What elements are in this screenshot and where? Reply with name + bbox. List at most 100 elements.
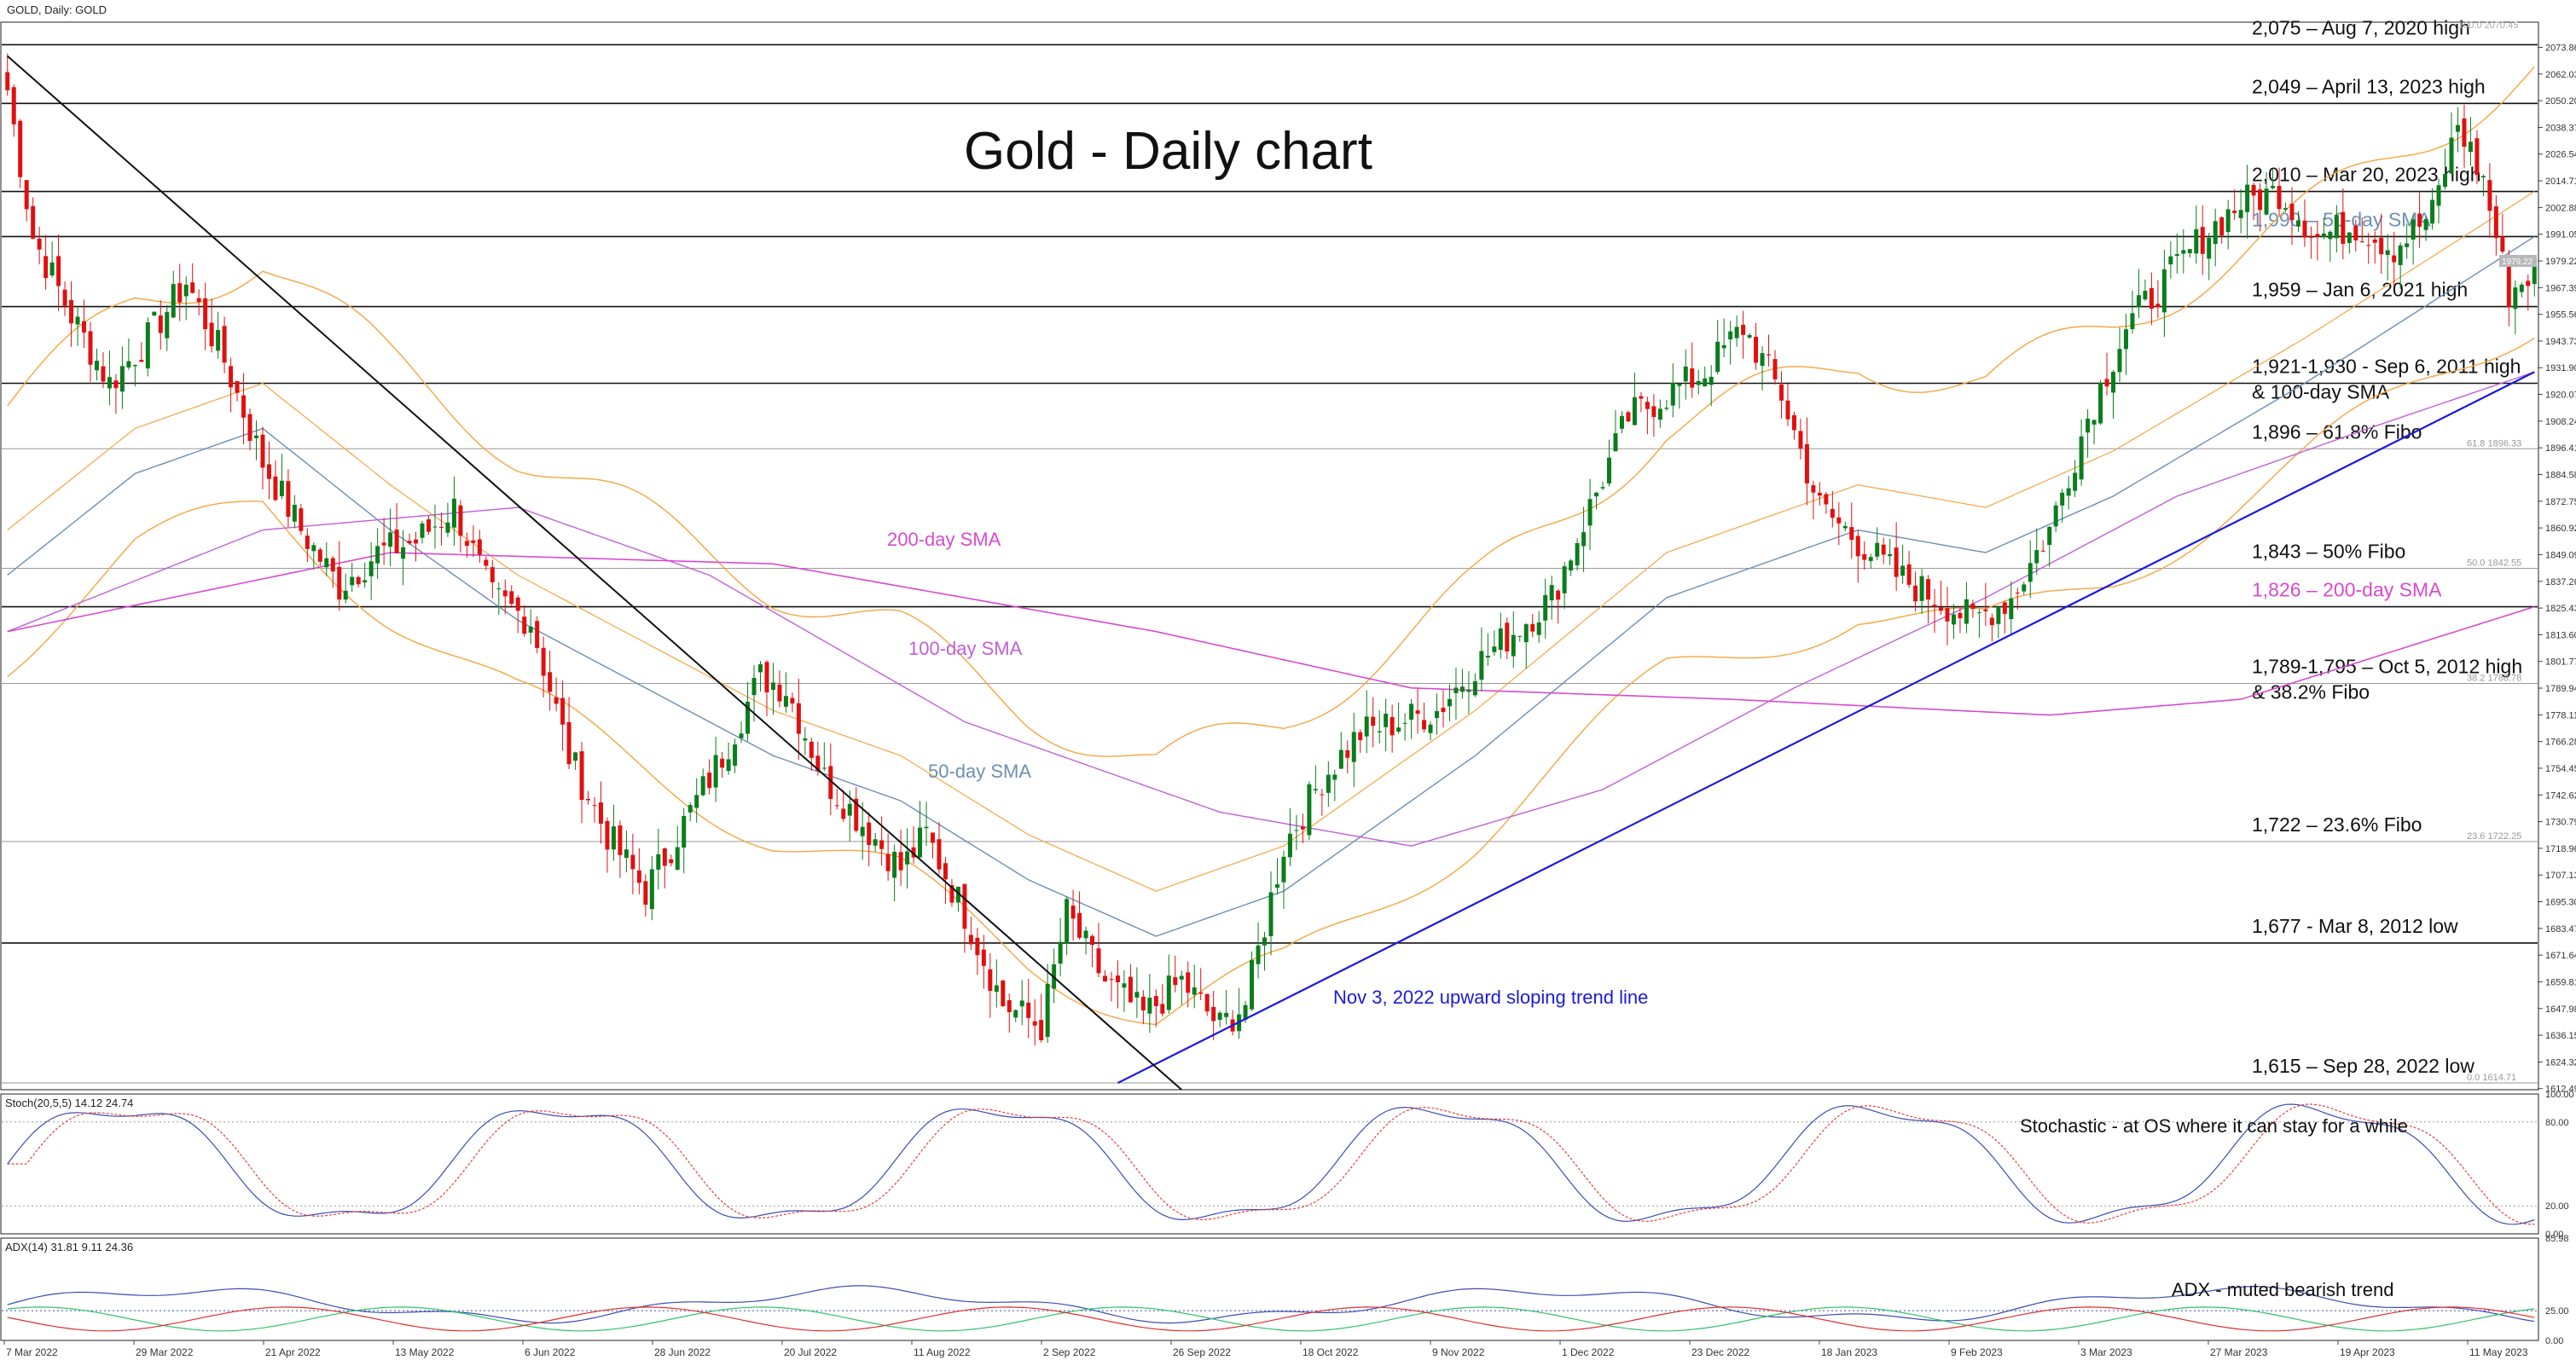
candle-body: [867, 822, 872, 846]
candle-body: [458, 505, 463, 536]
candle-body: [885, 854, 891, 871]
candle-body: [1268, 892, 1273, 936]
x-tick-label: 18 Oct 2022: [1303, 1346, 1359, 1358]
candle-body: [931, 832, 936, 843]
candle-body: [924, 826, 929, 829]
candle-body: [981, 949, 986, 966]
candle-body: [2028, 563, 2033, 582]
candle-body: [720, 758, 725, 768]
candle-body: [1115, 975, 1120, 983]
stoch-tick-label: 20.00: [2545, 1201, 2569, 1212]
candle-body: [1683, 366, 1688, 382]
y-tick-label: 1920.07: [2545, 391, 2576, 401]
candle-body: [5, 72, 10, 90]
candle-body: [1798, 431, 1803, 449]
candle-body: [1842, 525, 1848, 529]
candle-body: [2328, 231, 2333, 240]
adx-tick-label: 25.00: [2545, 1306, 2569, 1317]
y-tick-label: 1931.90: [2545, 363, 2576, 373]
candle-body: [1287, 833, 1292, 858]
candle-body: [1281, 856, 1286, 883]
candle-body: [1262, 937, 1268, 946]
candle-body: [305, 535, 310, 549]
candle-body: [528, 626, 533, 633]
candle-body: [330, 558, 335, 572]
candle-body: [1964, 599, 1969, 624]
y-tick-label: 1991.05: [2545, 230, 2576, 240]
candle-body: [1096, 948, 1101, 974]
candle-body: [1970, 604, 1976, 610]
candle-body: [937, 839, 942, 870]
candle-body: [2487, 180, 2492, 211]
candle-body: [2047, 526, 2052, 546]
candle-body: [1147, 998, 1152, 1014]
candle-body: [2436, 185, 2441, 206]
x-tick-label: 3 Mar 2023: [2080, 1346, 2132, 1358]
sma100-line: [7, 371, 2535, 847]
level-label-0: 2,075 – Aug 7, 2020 high: [2252, 16, 2470, 38]
candle-body: [1505, 622, 1510, 652]
candle-body: [1384, 713, 1389, 727]
candle-body: [1402, 722, 1407, 724]
fib-label-10: 23.6 1722.25: [2467, 831, 2521, 842]
y-tick-label: 1612.49: [2545, 1085, 2576, 1095]
y-tick-label: 1896.41: [2545, 443, 2576, 454]
candle-body: [177, 283, 183, 303]
candle-body: [2079, 436, 2084, 480]
chart-title: Gold - Daily chart: [964, 122, 1372, 181]
candle-body: [1019, 1000, 1024, 1007]
candle-body: [363, 580, 368, 583]
candle-body: [892, 851, 897, 878]
candle-body: [209, 322, 214, 347]
candle-body: [1690, 368, 1695, 388]
candle-body: [343, 590, 348, 600]
candle-body: [2417, 213, 2422, 227]
candle-body: [1543, 594, 1548, 621]
candle-body: [2321, 233, 2326, 237]
level-label-9: 1,789-1,795 – Oct 5, 2012 high: [2252, 656, 2522, 678]
y-tick-label: 2062.03: [2545, 70, 2576, 80]
y-tick-label: 2014.71: [2545, 177, 2576, 187]
candle-body: [2455, 124, 2460, 132]
candle-body: [2161, 269, 2167, 313]
x-tick-label: 6 Jun 2022: [525, 1346, 576, 1358]
candle-body: [1811, 485, 1816, 493]
candle-body: [2200, 227, 2205, 254]
fib-label-9: 38.2 1788.78: [2467, 674, 2521, 684]
candle-body: [1894, 547, 1899, 577]
candle-body: [1734, 327, 1739, 339]
candle-body: [2480, 176, 2486, 178]
candle-body: [1670, 382, 1675, 406]
candle-body: [643, 881, 648, 905]
stoch-pane: [0, 1093, 2539, 1235]
candle-body: [1371, 716, 1376, 726]
candle-body: [1549, 585, 1554, 601]
y-tick-label: 1636.15: [2545, 1031, 2576, 1041]
candle-body: [2519, 284, 2524, 292]
candle-body: [2086, 418, 2091, 433]
candle-body: [2245, 184, 2250, 212]
candle-body: [2040, 550, 2045, 552]
y-tick-label: 1778.11: [2545, 710, 2576, 721]
candle-body: [1939, 607, 1944, 611]
candle-body: [2194, 229, 2199, 254]
candle-body: [1645, 402, 1650, 409]
candle-body: [1109, 979, 1114, 981]
candle-body: [1836, 517, 1842, 524]
candle-body: [1888, 553, 1893, 557]
candle-body: [1639, 396, 1644, 399]
candle-body: [854, 798, 859, 831]
y-tick-label: 1801.77: [2545, 657, 2576, 668]
candle-body: [2506, 258, 2511, 308]
candle-body: [2347, 232, 2352, 243]
candle-body: [1428, 724, 1433, 733]
candle-body: [943, 863, 948, 880]
y-tick-label: 1766.28: [2545, 738, 2576, 748]
candle-body: [388, 532, 393, 547]
y-tick-label: 2050.20: [2545, 96, 2576, 107]
candle-body: [1211, 1006, 1216, 1022]
adx-pane: [0, 1237, 2539, 1341]
candle-body: [37, 238, 42, 250]
candle-body: [1951, 614, 1956, 625]
